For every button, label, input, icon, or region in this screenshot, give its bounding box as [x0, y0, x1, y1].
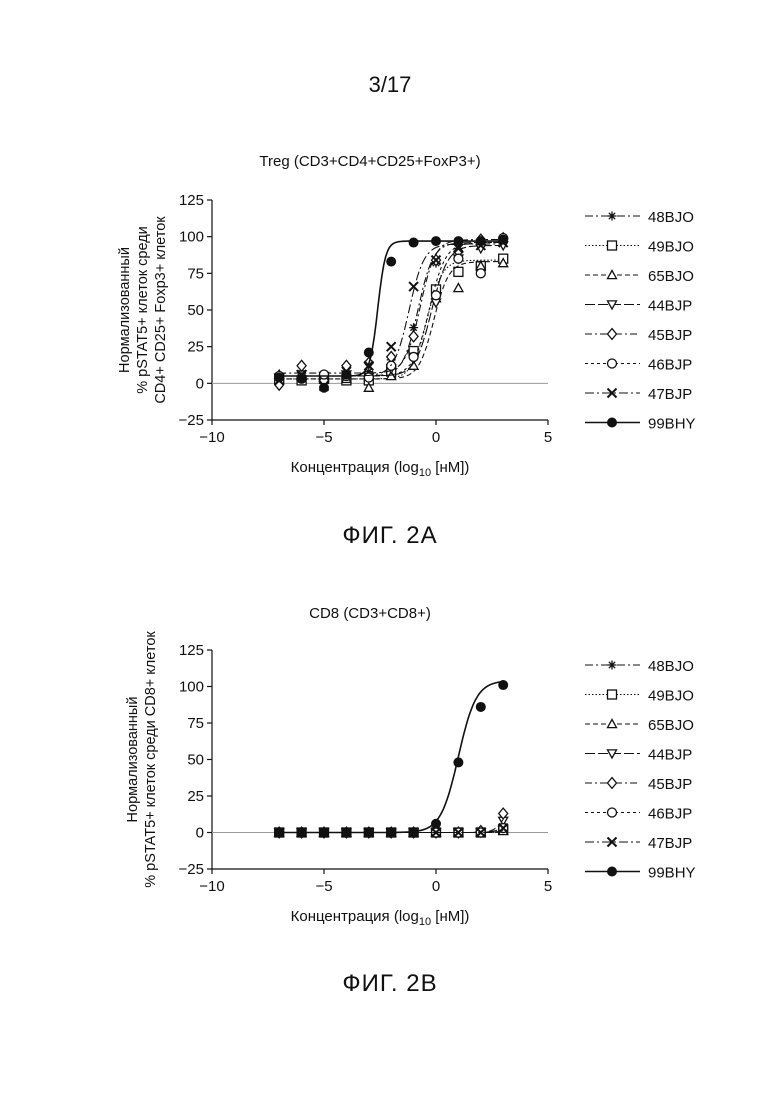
legend-marker-49BJO — [608, 690, 617, 699]
data-point — [364, 828, 373, 837]
x-tick-label: −10 — [199, 878, 224, 895]
x-axis-label-subscript: 10 — [419, 916, 431, 928]
legend-label-48BJO: 48BJO — [648, 658, 694, 675]
x-axis-label-main: Концентрация (log — [291, 908, 419, 925]
x-tick-label: 5 — [544, 878, 552, 895]
y-tick-label: −25 — [179, 861, 204, 878]
legend-marker-45BJP — [608, 778, 617, 789]
legend-label-99BHY: 99BHY — [648, 865, 696, 882]
y-tick-label: 100 — [179, 679, 204, 696]
series-65BJO: 65BJO — [275, 717, 694, 836]
x-axis-label: Концентрация (log10 [нМ]) — [291, 908, 470, 928]
data-point — [320, 828, 329, 837]
legend-label-65BJO: 65BJO — [648, 717, 694, 734]
y-tick-label: 50 — [187, 752, 204, 769]
series-44BJP: 44BJP — [275, 747, 693, 838]
y-tick-label: 75 — [187, 715, 204, 732]
x-tick-label: 0 — [432, 878, 440, 895]
data-point — [432, 819, 441, 828]
legend-marker-65BJO — [608, 720, 617, 728]
legend-label-46BJP: 46BJP — [648, 806, 692, 823]
y-axis-label-line: Нормализованный — [125, 697, 141, 823]
y-tick-label: 125 — [179, 642, 204, 659]
data-point — [499, 681, 508, 690]
legend-label-49BJO: 49BJO — [648, 688, 694, 705]
series-99BHY: 99BHY — [275, 681, 696, 882]
x-tick-label: −5 — [315, 878, 332, 895]
y-tick-label: 25 — [187, 788, 204, 805]
legend-label-47BJP: 47BJP — [648, 835, 692, 852]
series-48BJO: 48BJO — [275, 658, 694, 837]
data-point — [387, 828, 396, 837]
data-point — [454, 758, 463, 767]
legend-marker-99BHY — [608, 867, 617, 876]
y-axis-label-line: % pSTAT5+ клеток среди CD8+ клеток — [143, 631, 159, 888]
legend-marker-46BJP — [608, 808, 617, 817]
legend-marker-48BJO — [608, 661, 617, 670]
data-point — [342, 828, 351, 837]
figure-caption-2b: ФИГ. 2В — [0, 970, 780, 998]
data-point — [297, 828, 306, 837]
y-tick-label: 0 — [196, 825, 204, 842]
legend-label-45BJP: 45BJP — [648, 776, 692, 793]
chart-title: CD8 (CD3+CD8+) — [309, 605, 431, 622]
fit-curve-99BHY — [279, 682, 503, 833]
chart-cd8: CD8 (CD3+CD8+) −25 0 25 50 75 100 125 −10 −5 0 5 Кон… — [0, 0, 780, 960]
data-point — [476, 702, 485, 711]
data-point — [275, 828, 284, 837]
data-point — [409, 828, 418, 837]
legend-label-44BJP: 44BJP — [648, 747, 692, 764]
x-axis-label-tail: [нМ]) — [431, 908, 469, 925]
